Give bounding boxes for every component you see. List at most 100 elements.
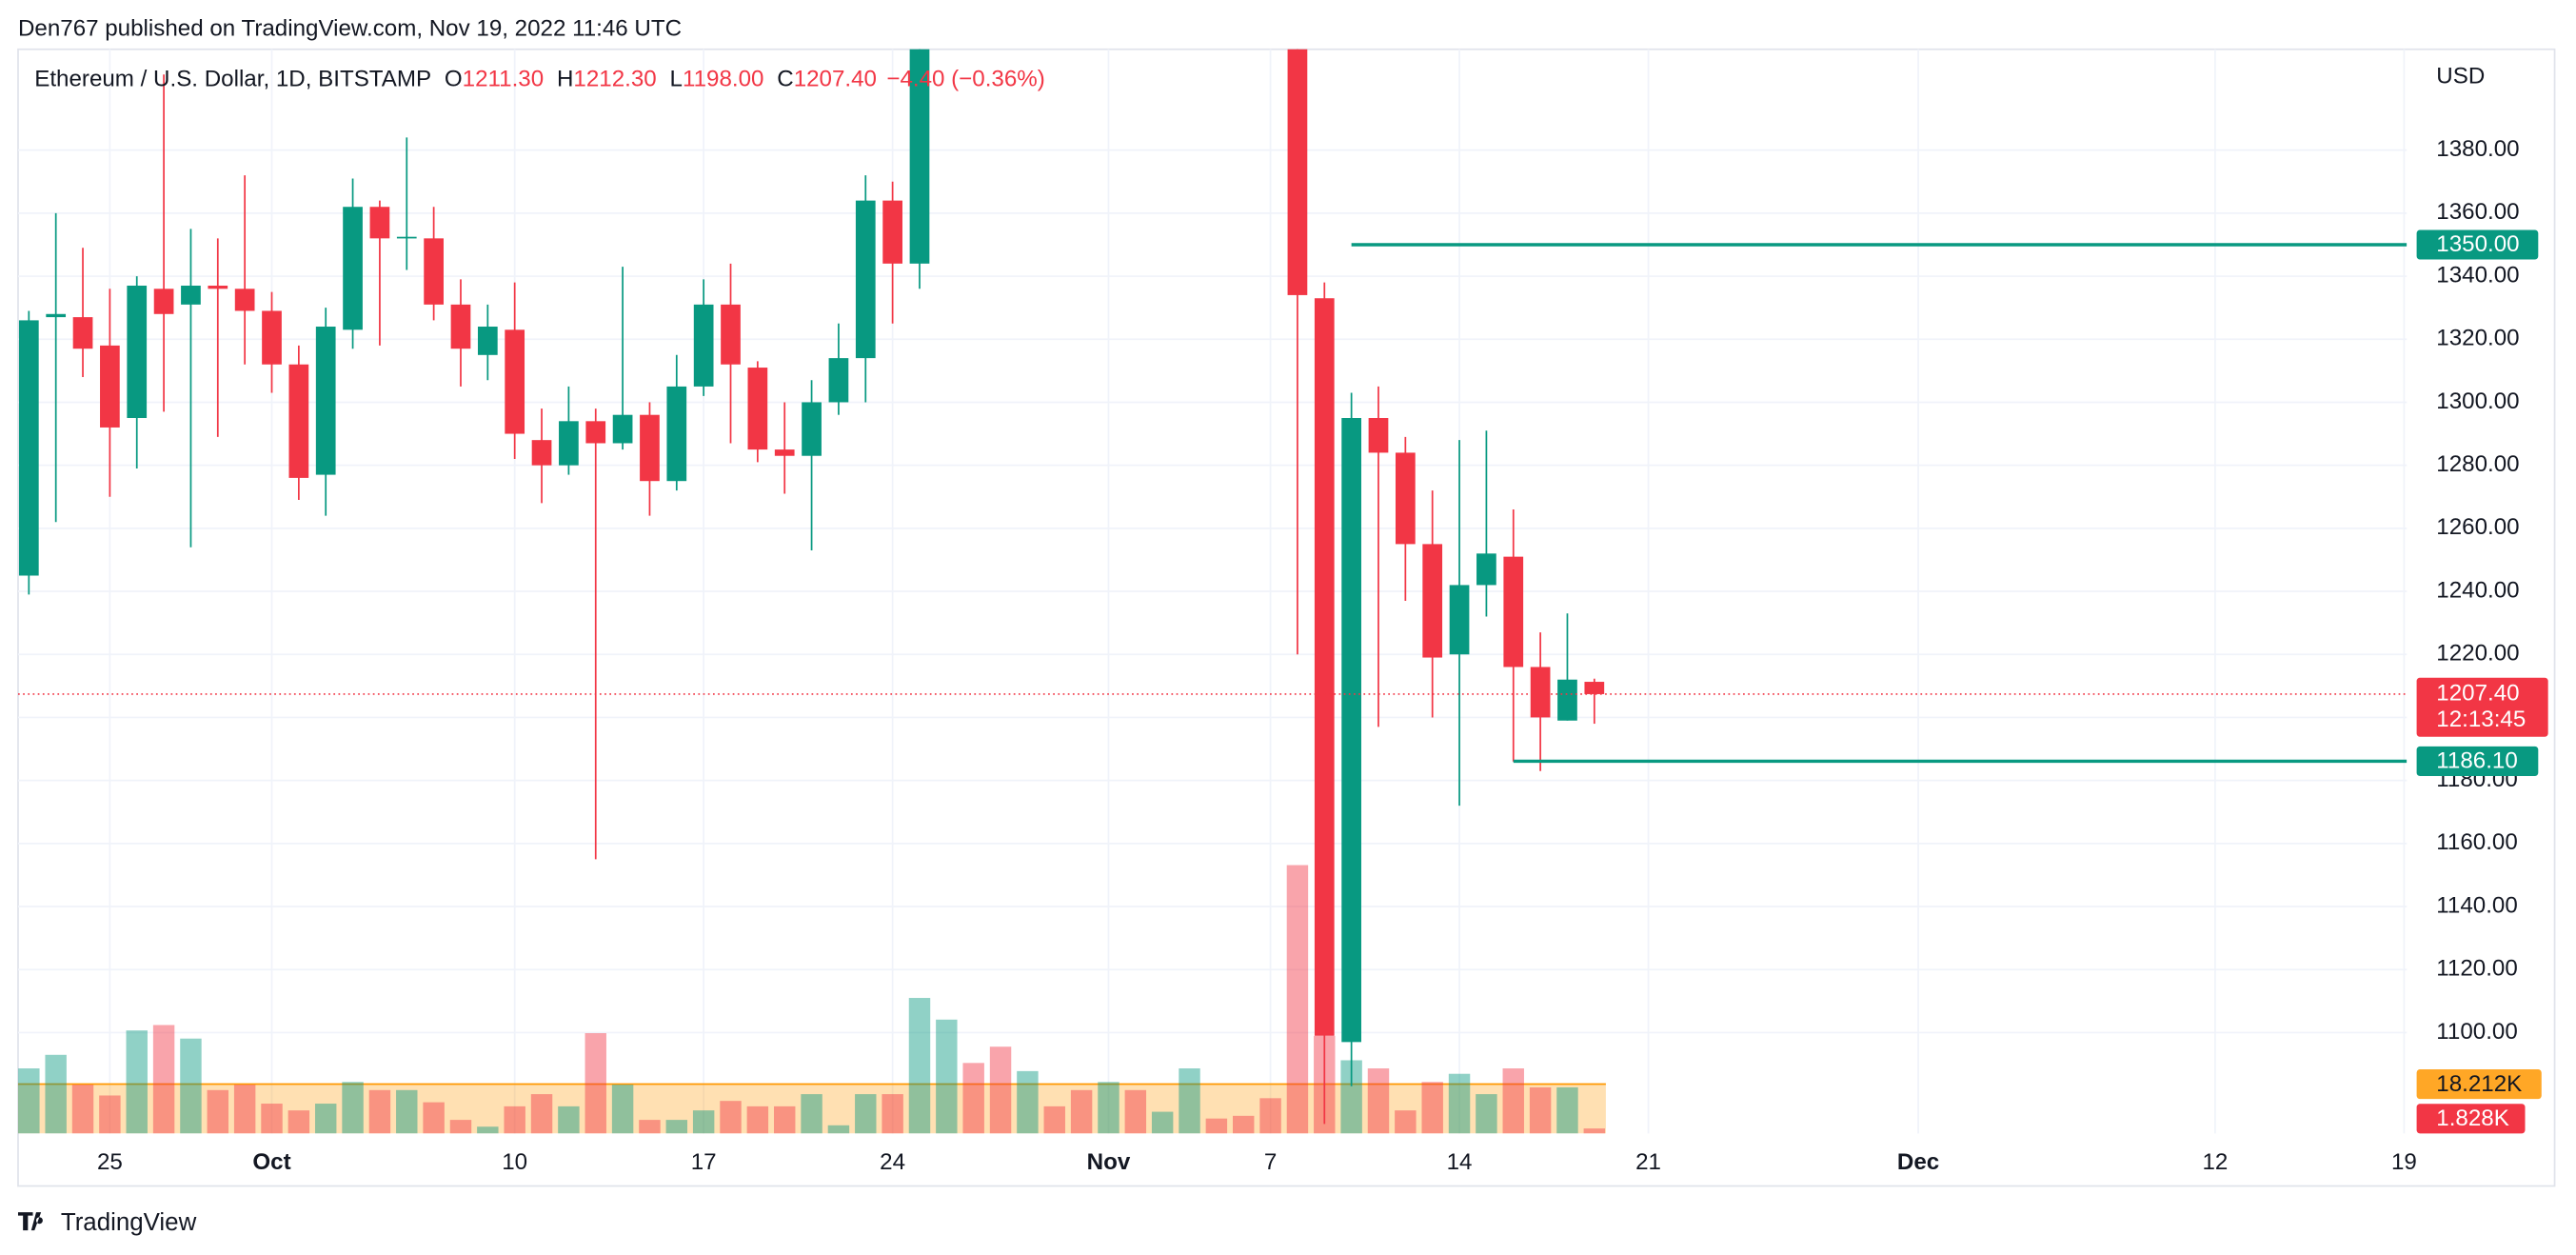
volume-bar (1124, 1089, 1147, 1134)
candle-body (531, 440, 552, 466)
x-tick-label: 19 (2391, 1149, 2417, 1175)
volume-bar (746, 1106, 769, 1134)
x-tick-label: 7 (1264, 1149, 1277, 1175)
level-tag-label: 1186.10 (2436, 748, 2518, 774)
volume-bar (207, 1089, 229, 1134)
y-tick-label: 1320.00 (2436, 326, 2519, 351)
volume-bar (908, 998, 931, 1134)
x-tick-label: Nov (1087, 1149, 1131, 1175)
volume-bar (1395, 1110, 1417, 1134)
candle-body (612, 414, 633, 444)
y-tick-label: 1380.00 (2436, 136, 2519, 162)
grid (17, 49, 2408, 1134)
volume-bar (1017, 1070, 1039, 1134)
axes: 1100.001120.001140.001160.001180.001200.… (97, 136, 2548, 1175)
candle-body (1503, 556, 1524, 667)
y-tick-label: 1100.00 (2436, 1019, 2518, 1045)
x-tick-label: 24 (880, 1149, 905, 1175)
candle-body (1557, 679, 1577, 721)
y-tick-label: 1340.00 (2436, 262, 2519, 288)
volume-bar (1179, 1068, 1200, 1134)
volume-bar (936, 1019, 958, 1134)
volume-bar (585, 1033, 606, 1134)
footer-logo (17, 1212, 43, 1231)
y-tick-label: 1260.00 (2436, 514, 2519, 540)
last-price-label: 1207.40 (2436, 680, 2519, 706)
volume-bar (45, 1054, 67, 1134)
volume-bar (530, 1094, 553, 1134)
volume-bar (692, 1110, 715, 1134)
y-tick-label: 1300.00 (2436, 388, 2519, 414)
volume-bar (989, 1046, 1012, 1134)
candle-body (505, 329, 525, 434)
volume-bar (368, 1089, 391, 1134)
candle-body (774, 449, 795, 456)
ohlc-key: O (445, 67, 463, 92)
chart-frame (17, 48, 2556, 1187)
x-tick-label: Dec (1897, 1149, 1939, 1175)
candle-body (234, 289, 255, 311)
volume-bar (1043, 1106, 1065, 1134)
volume-bar (233, 1085, 256, 1134)
volume-bar (261, 1104, 283, 1134)
volume-bar (287, 1110, 310, 1134)
candle-body (666, 386, 687, 482)
published-note: Den767 published on TradingView.com, Nov… (18, 15, 682, 41)
volume-ma-label: 18.212K (2436, 1071, 2522, 1097)
volume-bar (1233, 1115, 1255, 1134)
volume-bar (720, 1101, 742, 1134)
x-tick-label: 17 (691, 1149, 717, 1175)
candle-body (396, 236, 417, 239)
level-tag (2416, 229, 2539, 260)
y-tick-label: 1220.00 (2436, 641, 2519, 667)
candle-body (1584, 682, 1605, 694)
last-volume-label: 1.828K (2436, 1106, 2509, 1131)
volume-bar (1556, 1086, 1578, 1134)
candle-body (1395, 452, 1416, 545)
footer-brand: TradingView (61, 1209, 197, 1236)
volume-bar (126, 1030, 148, 1134)
y-tick-label: 1160.00 (2436, 829, 2518, 855)
candle-body (208, 285, 228, 289)
ohlc-key: H (557, 67, 573, 92)
volume-bar (1421, 1082, 1443, 1134)
candle-body (802, 402, 822, 456)
volume-bar (180, 1038, 202, 1134)
volume-bar (1286, 865, 1309, 1134)
candle-body (747, 368, 768, 450)
volume-bar (342, 1082, 364, 1134)
volume-bar (1340, 1060, 1362, 1134)
y-tick-label: 1360.00 (2436, 199, 2519, 225)
candle-body (153, 289, 174, 314)
x-tick-label: 10 (502, 1149, 527, 1175)
level-tag-label: 1350.00 (2436, 231, 2519, 257)
candle-body (72, 317, 93, 349)
candle-body (100, 345, 120, 428)
candle-body (450, 304, 471, 349)
y-tick-label: 1120.00 (2436, 956, 2518, 982)
x-tick-label: Oct (252, 1149, 290, 1175)
candle-body (909, 49, 930, 264)
volume-bar (1448, 1073, 1471, 1134)
candle-body (1476, 553, 1496, 586)
volume-bar (611, 1085, 634, 1134)
plot-area (17, 49, 2408, 1134)
volume-bar (477, 1126, 499, 1134)
volume-bar (1476, 1094, 1497, 1134)
volume-bar (99, 1095, 121, 1134)
volume-bar (639, 1120, 661, 1134)
x-tick-label: 14 (1447, 1149, 1473, 1175)
candle-body (477, 327, 498, 355)
volume-bar (773, 1106, 796, 1134)
x-tick-label: 12 (2203, 1149, 2229, 1175)
volume-bar (558, 1106, 580, 1134)
volume-bar (18, 1068, 40, 1134)
volume-bar (1529, 1086, 1552, 1134)
candle-body (585, 421, 606, 444)
currency-label: USD (2436, 63, 2485, 89)
candle-body (1287, 49, 1308, 295)
ohlc-value: 1212.30 (573, 67, 656, 92)
candle-body (315, 327, 336, 475)
candle-body (1368, 418, 1389, 453)
candle-body (882, 200, 902, 264)
